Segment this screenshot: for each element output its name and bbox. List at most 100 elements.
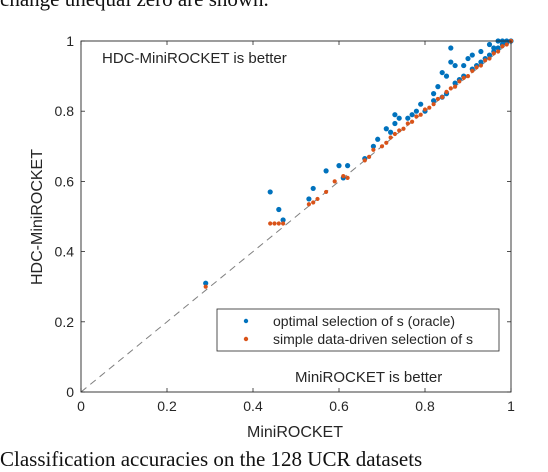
x-tick-label: 0.2 — [157, 398, 177, 414]
data-point — [418, 101, 424, 107]
data-point — [315, 196, 320, 202]
data-point — [375, 136, 381, 142]
legend: optimal selection of s (oracle) simple d… — [216, 308, 500, 352]
data-point — [281, 221, 286, 226]
data-point — [311, 200, 316, 205]
data-point — [323, 168, 329, 174]
data-point — [414, 114, 419, 119]
data-point — [336, 163, 342, 169]
data-point — [272, 221, 277, 226]
data-point — [383, 126, 389, 132]
data-point — [203, 280, 209, 286]
data-point — [443, 73, 450, 79]
data-point — [448, 45, 454, 51]
data-point — [276, 206, 282, 213]
data-point — [384, 140, 389, 145]
data-point — [440, 95, 445, 100]
legend-box — [216, 308, 500, 352]
legend-marker-oracle — [243, 318, 249, 324]
data-point — [461, 62, 467, 69]
data-point — [491, 51, 496, 56]
data-point — [469, 52, 475, 58]
data-point — [401, 126, 406, 131]
data-point — [280, 217, 286, 223]
annotation-top-left: HDC-MiniROCKET is better — [102, 50, 287, 67]
data-point — [474, 65, 479, 70]
data-point — [500, 44, 505, 49]
data-point — [396, 115, 402, 121]
data-point — [478, 48, 484, 55]
axes: 0 0.2 0.4 0.6 0.8 1 0 0.2 0.4 0.6 0.8 1 — [55, 33, 516, 414]
data-point — [504, 42, 509, 47]
legend-marker-data-driven — [243, 336, 249, 342]
data-point — [457, 79, 462, 84]
data-point — [448, 59, 454, 65]
y-axis-label: HDC-MiniROCKET — [29, 149, 46, 285]
data-point — [465, 55, 471, 62]
data-point — [362, 158, 367, 163]
data-point — [478, 59, 484, 65]
data-point — [392, 131, 397, 137]
data-point — [435, 84, 441, 90]
data-point — [431, 102, 436, 107]
data-point — [478, 63, 483, 68]
y-tick-label: 0.4 — [55, 244, 75, 260]
data-point — [324, 189, 329, 195]
x-tick-label: 0 — [77, 398, 85, 414]
data-point — [332, 179, 337, 184]
data-point — [405, 121, 410, 126]
plot-area — [80, 38, 514, 393]
data-point — [470, 68, 475, 73]
data-point — [413, 108, 419, 114]
data-point — [431, 91, 437, 97]
bottom-caption-text: Classification accuracies on the 128 UCR… — [0, 447, 423, 471]
data-point — [345, 175, 350, 180]
legend-label-oracle: optimal selection of s (oracle) — [273, 313, 455, 329]
data-point — [306, 196, 312, 202]
y-tick-label: 0.6 — [55, 173, 75, 189]
data-point — [452, 62, 458, 69]
x-tick-label: 0.6 — [329, 398, 349, 414]
x-tick-label: 1 — [507, 398, 515, 414]
x-tick-label: 0.4 — [243, 398, 263, 414]
data-point — [422, 107, 428, 112]
data-point — [431, 98, 437, 104]
data-point — [465, 74, 471, 79]
y-tick-label: 0.2 — [55, 314, 75, 330]
x-tick-label: 0.8 — [415, 398, 435, 414]
data-point — [496, 49, 501, 54]
data-point — [409, 112, 415, 118]
data-point — [306, 202, 311, 207]
data-point — [371, 147, 376, 152]
data-point — [392, 112, 398, 118]
data-point — [418, 112, 423, 117]
data-point — [345, 163, 351, 169]
data-point — [410, 119, 415, 124]
data-point — [491, 45, 497, 51]
series-1 — [203, 38, 514, 289]
y-tick-label: 0.8 — [55, 103, 75, 119]
data-point — [392, 120, 398, 127]
data-point — [439, 69, 445, 76]
data-point — [461, 75, 466, 80]
x-axis-label: MiniROCKET — [247, 424, 343, 441]
data-point — [397, 128, 402, 133]
legend-label-data-driven: simple data-driven selection of s — [273, 331, 473, 347]
data-point — [486, 52, 493, 58]
data-point — [405, 115, 411, 121]
data-point — [427, 105, 432, 110]
data-point — [367, 154, 372, 159]
y-tick-label: 1 — [66, 33, 74, 49]
y-tick-label: 0 — [66, 384, 74, 400]
data-point — [452, 80, 458, 86]
data-point — [370, 143, 376, 149]
top-caption-text: change unequal zero are shown. — [0, 0, 269, 12]
data-point — [444, 89, 449, 94]
data-point — [486, 41, 493, 48]
data-point — [388, 129, 394, 135]
data-point — [388, 135, 393, 140]
annotation-bottom-right: MiniROCKET is better — [295, 369, 442, 386]
data-point — [203, 284, 208, 289]
